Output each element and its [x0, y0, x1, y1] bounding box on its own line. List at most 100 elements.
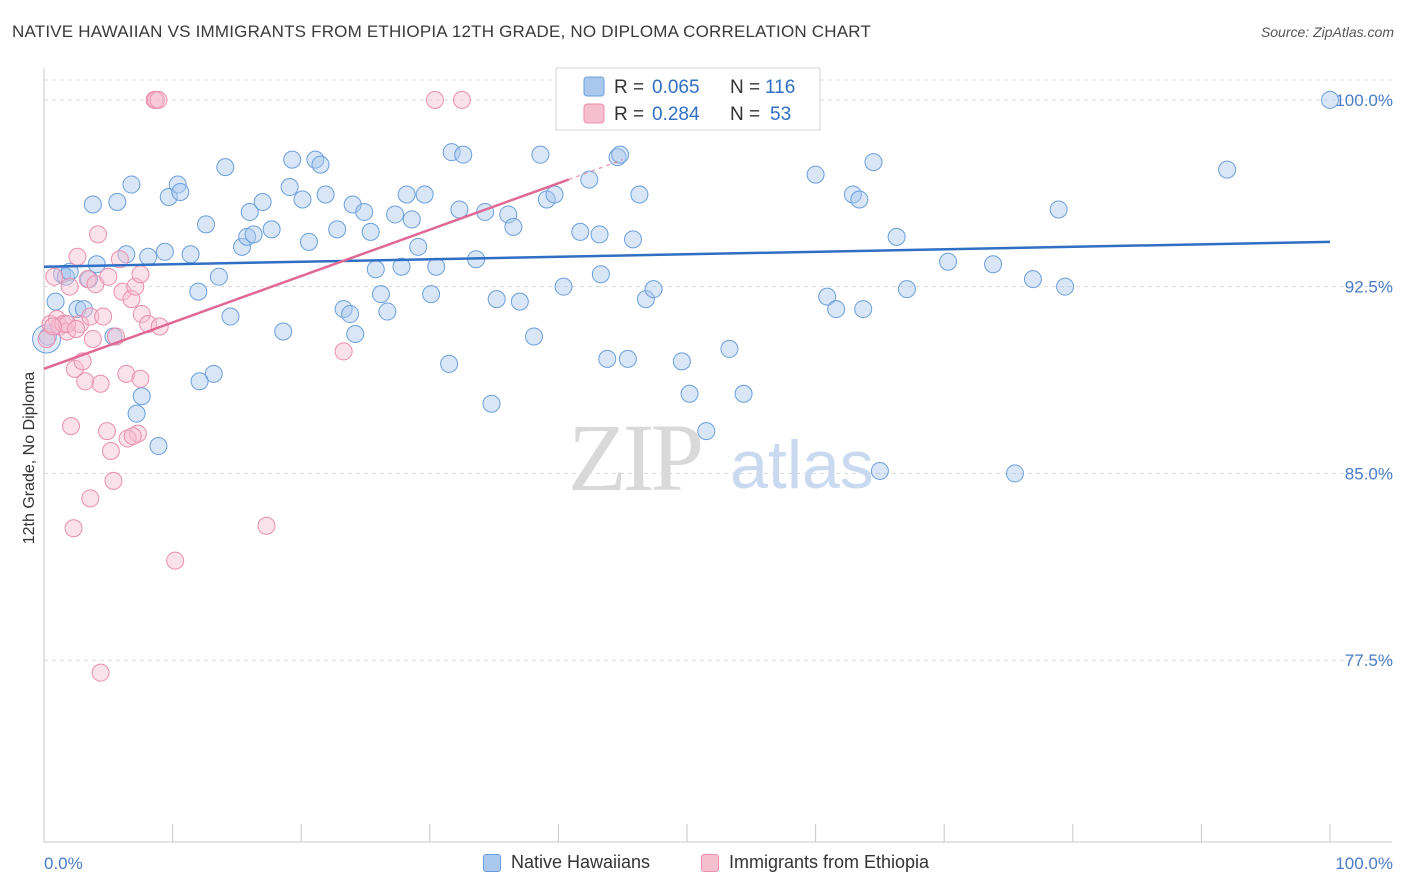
- data-point-native-hawaiian: [122, 175, 141, 194]
- data-point-native-hawaiian: [422, 285, 441, 304]
- bottom-legend-item-immigrants-ethiopia[interactable]: Immigrants from Ethiopia: [701, 852, 929, 873]
- y-tick-label: 92.5%: [1345, 278, 1393, 297]
- data-point-native-hawaiian: [386, 205, 405, 224]
- data-point-native-hawaiian: [608, 148, 627, 167]
- data-point-native-hawaiian: [240, 202, 259, 221]
- data-point-native-hawaiian: [827, 300, 846, 319]
- data-point-native-hawaiian: [870, 461, 889, 480]
- data-point-native-hawaiian: [580, 170, 599, 189]
- data-point-native-hawaiian: [734, 384, 753, 403]
- data-point-ethiopia: [128, 424, 147, 443]
- legend-r-value-1: 0.065: [652, 77, 700, 98]
- data-point-native-hawaiian: [233, 237, 252, 256]
- data-point-native-hawaiian: [1321, 90, 1339, 109]
- data-point-native-hawaiian: [283, 150, 302, 169]
- data-point-ethiopia: [68, 247, 87, 266]
- data-point-ethiopia: [117, 364, 136, 383]
- data-point-native-hawaiian: [221, 307, 240, 326]
- data-point-native-hawaiian: [680, 384, 699, 403]
- data-point-native-hawaiian: [346, 324, 365, 343]
- data-point-ethiopia: [45, 267, 64, 286]
- data-point-native-hawaiian: [1218, 160, 1237, 179]
- data-point-native-hawaiian: [427, 257, 446, 276]
- data-point-native-hawaiian: [720, 339, 739, 358]
- data-point-native-hawaiian: [361, 222, 380, 241]
- data-point-native-hawaiian: [531, 145, 550, 164]
- bottom-legend-label: Native Hawaiians: [511, 852, 651, 872]
- data-point-ethiopia: [83, 329, 102, 348]
- data-point-native-hawaiian: [392, 257, 411, 276]
- data-point-native-hawaiian: [197, 215, 216, 234]
- data-point-native-hawaiian: [1005, 464, 1024, 483]
- data-point-native-hawaiian: [1023, 270, 1042, 289]
- data-point-native-hawaiian: [316, 185, 335, 204]
- gridlines: [44, 79, 1392, 661]
- x-tick-label: 0.0%: [44, 854, 83, 873]
- data-point-native-hawaiian: [864, 153, 883, 172]
- data-point-native-hawaiian: [636, 290, 655, 309]
- data-point-native-hawaiian: [155, 242, 174, 261]
- data-point-native-hawaiian: [397, 185, 416, 204]
- data-point-ethiopia: [131, 369, 150, 388]
- data-point-ethiopia: [91, 663, 110, 682]
- data-point-native-hawaiian: [611, 145, 630, 164]
- data-point-ethiopia: [166, 551, 185, 570]
- trend-lines: [43, 158, 1331, 371]
- bottom-legend: Native Hawaiians Immigrants from Ethiopi…: [0, 852, 1406, 878]
- data-point-native-hawaiian: [378, 302, 397, 321]
- data-point-native-hawaiian: [939, 252, 958, 271]
- data-point-native-hawaiian: [897, 280, 916, 299]
- data-point-ethiopia: [76, 372, 95, 391]
- series-immigrants-ethiopia: [37, 90, 471, 682]
- data-point-native-hawaiian: [216, 158, 235, 177]
- bottom-legend-label: Immigrants from Ethiopia: [729, 852, 930, 872]
- data-point-ethiopia: [101, 442, 120, 461]
- data-point-ethiopia: [62, 417, 81, 436]
- data-point-native-hawaiian: [442, 143, 461, 162]
- data-point-native-hawaiian: [887, 227, 906, 246]
- data-point-native-hawaiian: [1056, 277, 1075, 296]
- data-point-ethiopia: [99, 267, 118, 286]
- data-point-native-hawaiian: [415, 185, 434, 204]
- data-point-native-hawaiian: [299, 232, 318, 251]
- legend-r-label-2: R =: [614, 104, 644, 125]
- data-point-native-hawaiian: [598, 349, 617, 368]
- data-point-native-hawaiian: [341, 305, 360, 324]
- data-point-ethiopia: [64, 519, 83, 538]
- data-point-native-hawaiian: [371, 285, 390, 304]
- data-point-ethiopia: [132, 305, 151, 324]
- data-point-native-hawaiian: [74, 300, 93, 319]
- data-point-native-hawaiian: [262, 220, 281, 239]
- bottom-legend-swatch-blue: [483, 853, 501, 872]
- bottom-legend-item-native-hawaiians[interactable]: Native Hawaiians: [483, 852, 650, 873]
- data-point-native-hawaiian: [190, 372, 209, 391]
- data-point-native-hawaiian: [697, 422, 716, 441]
- data-point-native-hawaiian: [850, 190, 869, 209]
- data-point-native-hawaiian: [672, 352, 691, 371]
- data-point-native-hawaiian: [168, 175, 187, 194]
- data-point-ethiopia: [81, 489, 100, 508]
- data-point-native-hawaiian: [87, 255, 106, 274]
- data-point-native-hawaiian: [487, 290, 506, 309]
- y-tick-label: 77.5%: [1345, 651, 1393, 670]
- data-point-native-hawaiian: [618, 349, 637, 368]
- data-point-ethiopia: [60, 277, 79, 296]
- trend-line-ethiopia-extension: [568, 158, 623, 181]
- data-point-native-hawaiian: [311, 155, 330, 174]
- data-point-native-hawaiian: [108, 192, 127, 211]
- data-point-ethiopia: [98, 422, 117, 441]
- data-point-native-hawaiian: [409, 237, 428, 256]
- data-point-native-hawaiian: [854, 300, 873, 319]
- data-point-ethiopia: [67, 319, 86, 338]
- data-point-native-hawaiian: [83, 195, 102, 214]
- legend-swatch-blue: [583, 76, 605, 97]
- data-point-native-hawaiian: [280, 178, 299, 197]
- data-point-ethiopia: [118, 429, 137, 448]
- legend-n-label-2: N =: [730, 104, 760, 125]
- legend-swatch-pink: [583, 103, 605, 124]
- data-point-native-hawaiian: [139, 247, 158, 266]
- data-point-native-hawaiian: [1049, 200, 1068, 219]
- data-point-native-hawaiian: [355, 202, 374, 221]
- legend-n-value-1: 116: [765, 77, 795, 98]
